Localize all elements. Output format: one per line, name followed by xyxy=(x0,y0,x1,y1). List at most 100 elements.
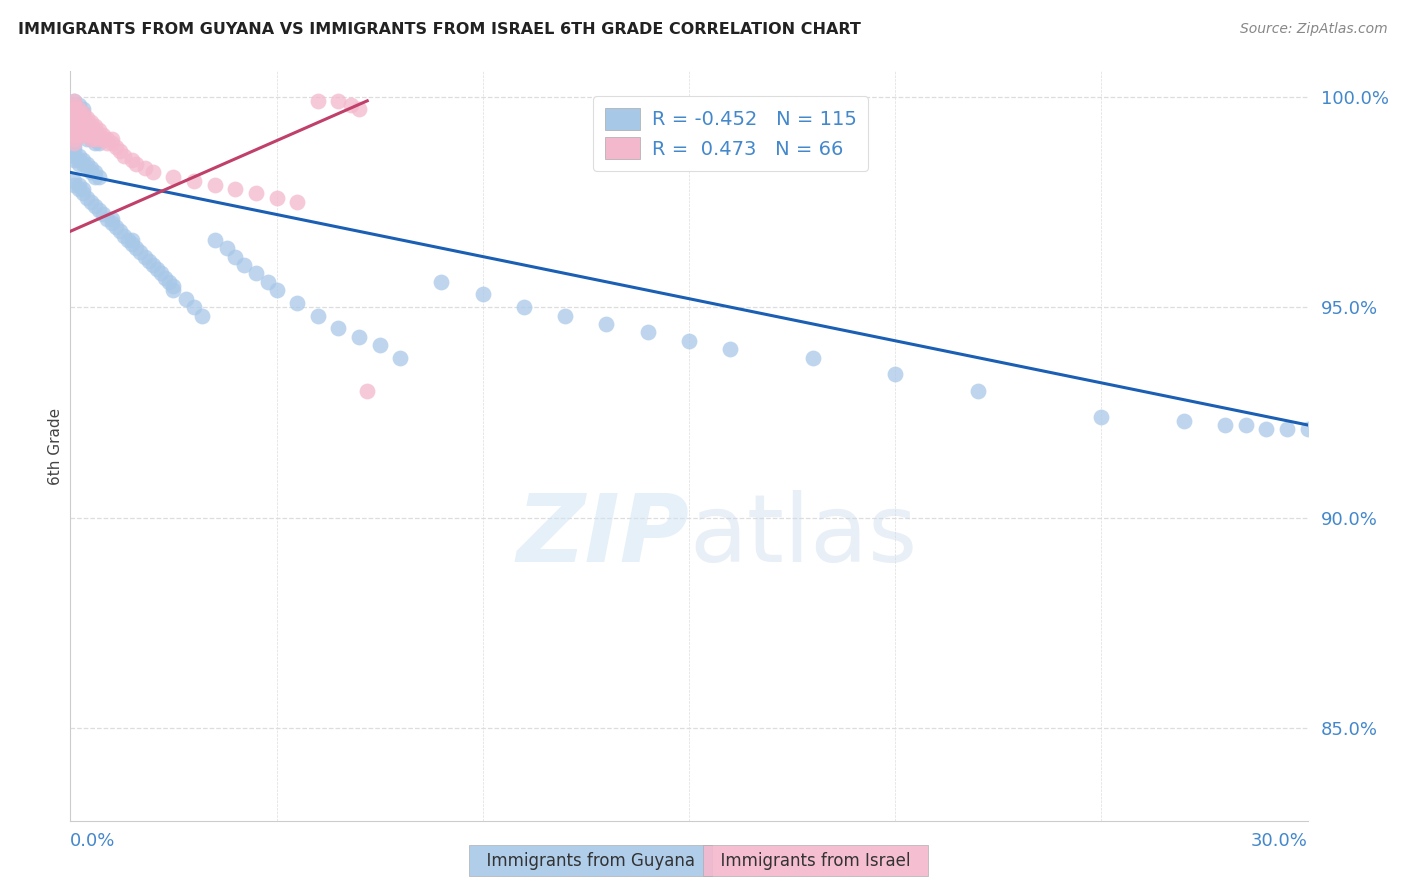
Point xyxy=(72,111,94,125)
Point xyxy=(67,106,90,120)
Point xyxy=(104,220,127,235)
Point xyxy=(718,342,741,356)
Point xyxy=(63,123,86,137)
Text: Source: ZipAtlas.com: Source: ZipAtlas.com xyxy=(1240,22,1388,37)
Point xyxy=(1090,409,1112,424)
Point xyxy=(63,145,86,159)
Point xyxy=(117,233,139,247)
Point xyxy=(72,106,94,120)
Point xyxy=(266,191,288,205)
Point xyxy=(72,102,94,116)
Point xyxy=(100,132,122,146)
Point xyxy=(76,132,98,146)
Point xyxy=(89,136,111,150)
Point xyxy=(72,111,94,125)
Point xyxy=(121,153,143,167)
Point xyxy=(112,148,135,162)
Point xyxy=(100,216,122,230)
Point xyxy=(67,119,90,133)
Point xyxy=(80,123,103,137)
Point xyxy=(389,351,412,365)
Point xyxy=(76,157,98,171)
Point xyxy=(72,157,94,171)
Point xyxy=(63,128,86,142)
Point xyxy=(266,283,288,297)
Point xyxy=(72,119,94,133)
Point xyxy=(153,270,176,285)
Point xyxy=(67,102,90,116)
Point xyxy=(84,128,107,142)
Text: IMMIGRANTS FROM GUYANA VS IMMIGRANTS FROM ISRAEL 6TH GRADE CORRELATION CHART: IMMIGRANTS FROM GUYANA VS IMMIGRANTS FRO… xyxy=(18,22,860,37)
Point xyxy=(125,241,148,255)
Point xyxy=(89,203,111,218)
Point xyxy=(191,309,214,323)
Point xyxy=(174,292,197,306)
Legend: R = -0.452   N = 115, R =  0.473   N = 66: R = -0.452 N = 115, R = 0.473 N = 66 xyxy=(593,96,869,171)
Point xyxy=(91,132,114,146)
Point xyxy=(1213,417,1236,432)
Point xyxy=(1296,422,1319,436)
Point xyxy=(63,111,86,125)
Point xyxy=(637,326,659,340)
Point xyxy=(76,123,98,137)
Point xyxy=(80,123,103,137)
Point xyxy=(84,169,107,184)
Point xyxy=(67,115,90,129)
Point xyxy=(129,245,152,260)
Point xyxy=(307,309,329,323)
Point xyxy=(257,275,280,289)
Point xyxy=(63,136,86,150)
Text: 30.0%: 30.0% xyxy=(1251,832,1308,850)
Point xyxy=(347,102,370,116)
Point xyxy=(157,275,180,289)
Point xyxy=(328,94,350,108)
Point xyxy=(430,275,453,289)
Point xyxy=(72,128,94,142)
Point xyxy=(91,128,114,142)
Point xyxy=(96,211,118,226)
Point xyxy=(100,211,122,226)
Point xyxy=(84,119,107,133)
Point xyxy=(67,153,90,167)
Text: Immigrants from Guyana: Immigrants from Guyana xyxy=(475,852,706,870)
Point xyxy=(89,123,111,137)
Point xyxy=(285,194,308,209)
Point xyxy=(80,194,103,209)
Point xyxy=(80,161,103,176)
Point xyxy=(76,111,98,125)
Point xyxy=(72,115,94,129)
Point xyxy=(96,136,118,150)
Point xyxy=(1173,414,1195,428)
Point xyxy=(84,136,107,150)
Point xyxy=(96,132,118,146)
Point xyxy=(1275,422,1298,436)
Point xyxy=(100,136,122,150)
Point xyxy=(204,178,226,192)
Point xyxy=(89,128,111,142)
Point xyxy=(63,132,86,146)
Point xyxy=(63,119,86,133)
Point xyxy=(89,169,111,184)
Point xyxy=(884,368,907,382)
Point xyxy=(63,111,86,125)
Point xyxy=(339,98,361,112)
Point xyxy=(162,169,184,184)
Point xyxy=(63,94,86,108)
Point xyxy=(63,115,86,129)
Point xyxy=(183,174,205,188)
Point xyxy=(76,191,98,205)
Point xyxy=(232,258,254,272)
Point xyxy=(72,182,94,196)
Point xyxy=(89,132,111,146)
Point xyxy=(63,102,86,116)
Point xyxy=(84,123,107,137)
Point xyxy=(67,182,90,196)
Point xyxy=(67,106,90,120)
Point xyxy=(1256,422,1278,436)
Point xyxy=(80,119,103,133)
Point xyxy=(67,123,90,137)
Point xyxy=(63,148,86,162)
Point xyxy=(76,123,98,137)
Point xyxy=(307,94,329,108)
Point xyxy=(108,145,131,159)
